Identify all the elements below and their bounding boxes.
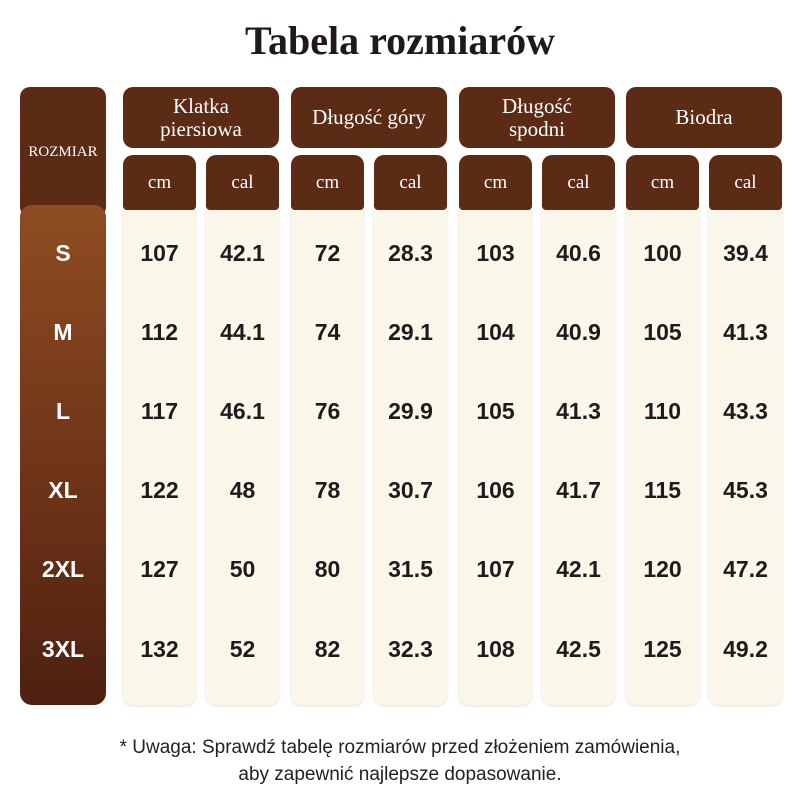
cell: 50 xyxy=(229,556,256,583)
note-line: * Uwaga: Sprawdź tabelę rozmiarów przed … xyxy=(119,737,681,758)
group-header: Klatka piersiowa xyxy=(123,87,279,148)
cell: 30.7 xyxy=(388,477,433,504)
cell: 100 xyxy=(643,239,682,266)
cell: 40.6 xyxy=(556,239,601,266)
cell: 28.3 xyxy=(388,239,433,266)
cell: 31.5 xyxy=(388,556,433,583)
group-header: Długość spodni xyxy=(459,87,615,148)
column-body xyxy=(626,200,699,705)
unit-header: cm xyxy=(626,155,699,210)
cell: 45.3 xyxy=(723,477,768,504)
unit-header: cal xyxy=(709,155,782,210)
cell: 49.2 xyxy=(723,635,768,662)
column-body xyxy=(374,200,447,705)
cell: 132 xyxy=(140,635,179,662)
column-body xyxy=(459,200,532,705)
cell: 46.1 xyxy=(220,397,265,424)
column-body xyxy=(709,200,782,705)
column-body xyxy=(123,200,196,705)
cell: 82 xyxy=(314,635,341,662)
cell: 105 xyxy=(476,397,515,424)
cell: 72 xyxy=(314,239,341,266)
column-body xyxy=(542,200,615,705)
cell: 78 xyxy=(314,477,341,504)
cell: 44.1 xyxy=(220,318,265,345)
cell: 39.4 xyxy=(723,239,768,266)
size-label: M xyxy=(53,318,73,345)
cell: 41.7 xyxy=(556,477,601,504)
group-header: Biodra xyxy=(626,87,782,148)
cell: 29.9 xyxy=(388,397,433,424)
unit-header: cm xyxy=(459,155,532,210)
cell: 32.3 xyxy=(388,635,433,662)
cell: 104 xyxy=(476,318,515,345)
column-body xyxy=(206,200,279,705)
cell: 40.9 xyxy=(556,318,601,345)
note-line: aby zapewnić najlepsze dopasowanie. xyxy=(238,764,562,785)
cell: 42.1 xyxy=(556,556,601,583)
unit-header: cm xyxy=(291,155,364,210)
size-label: 2XL xyxy=(41,556,85,583)
cell: 117 xyxy=(140,397,179,424)
unit-header: cm xyxy=(123,155,196,210)
cell: 80 xyxy=(314,556,341,583)
cell: 122 xyxy=(140,477,179,504)
cell: 43.3 xyxy=(723,397,768,424)
cell: 110 xyxy=(643,397,682,424)
cell: 52 xyxy=(229,635,256,662)
cell: 120 xyxy=(643,556,682,583)
cell: 125 xyxy=(643,635,682,662)
column-body xyxy=(291,200,364,705)
cell: 106 xyxy=(476,477,515,504)
unit-header: cal xyxy=(374,155,447,210)
cell: 115 xyxy=(643,477,682,504)
unit-header: cal xyxy=(206,155,279,210)
cell: 41.3 xyxy=(556,397,601,424)
unit-header: cal xyxy=(542,155,615,210)
title: Tabela rozmiarów xyxy=(245,17,555,63)
size-label: L xyxy=(55,397,71,424)
cell: 112 xyxy=(140,318,179,345)
size-label: S xyxy=(55,239,71,266)
cell: 48 xyxy=(229,477,256,504)
size-label: 3XL xyxy=(41,635,85,662)
cell: 127 xyxy=(140,556,179,583)
cell: 47.2 xyxy=(723,556,768,583)
cell: 108 xyxy=(476,635,515,662)
row-header: ROZMIAR xyxy=(20,87,106,217)
cell: 42.1 xyxy=(220,239,265,266)
cell: 41.3 xyxy=(723,318,768,345)
cell: 107 xyxy=(476,556,515,583)
cell: 103 xyxy=(476,239,515,266)
cell: 42.5 xyxy=(556,635,601,662)
cell: 107 xyxy=(140,239,179,266)
size-label: XL xyxy=(48,477,78,504)
cell: 76 xyxy=(314,397,341,424)
cell: 29.1 xyxy=(388,318,433,345)
cell: 74 xyxy=(314,318,341,345)
size-column xyxy=(20,205,106,705)
group-header: Długość góry xyxy=(291,87,447,148)
cell: 105 xyxy=(643,318,682,345)
